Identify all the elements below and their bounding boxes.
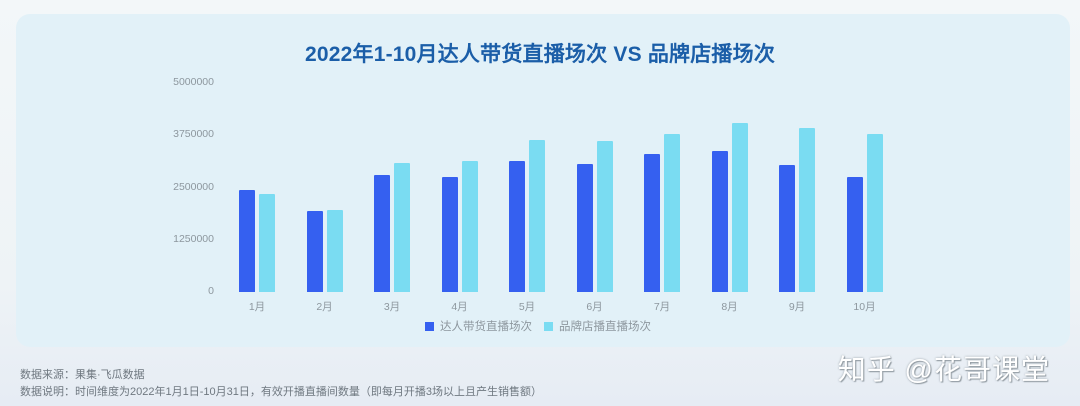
bar [799,128,815,292]
bar [866,134,883,292]
bar [664,134,680,292]
x-tick-label: 3月 [383,301,401,313]
x-tick-label: 8月 [721,301,738,313]
data-note: 数据说明：时间维度为2022年1月1日-10月31日，有效开播直播间数量（即每月… [20,386,542,398]
x-tick-label: 6月 [586,301,603,313]
x-tick-label: 9月 [788,301,806,313]
x-tick-label: 7月 [653,301,671,313]
bar [461,161,478,292]
y-tick-label: 5000000 [173,76,214,88]
legend-label-brand: 品牌店播直播场次 [559,321,651,333]
x-tick-label: 2月 [316,301,333,313]
bar [576,164,593,292]
bar [259,194,275,292]
watermark: 知乎 @花哥课堂 [837,354,1050,385]
bar [509,161,525,292]
bar-group [777,83,817,292]
y-tick-label: 2500000 [173,180,214,193]
bar [644,154,660,292]
bar-group [440,83,480,292]
plot-area [225,83,905,292]
bar-group [237,83,277,292]
bar [306,210,323,292]
chart-title: 2022年1-10月达人带货直播场次 VS 品牌店播场次 [304,43,776,66]
bar-group [507,83,547,292]
y-tick-label: 1250000 [173,232,214,245]
x-tick-label: 10月 [853,301,876,313]
bar-group [845,83,885,292]
x-tick-label: 5月 [518,301,536,313]
bar-group [710,83,750,292]
bar [374,174,390,292]
y-tick-label: 0 [208,285,214,297]
data-source: 数据来源：果集·飞瓜数据 [20,369,145,381]
bar [731,123,748,292]
legend-label-kol: 达人带货直播场次 [440,321,532,333]
bar-group [575,83,615,292]
bar [326,210,343,292]
bar-group [642,83,682,292]
legend-item-kol: 达人带货直播场次 [425,318,532,334]
bar-group [372,83,412,292]
y-tick-label: 3750000 [173,128,214,141]
x-tick-label: 4月 [451,301,468,313]
legend-item-brand: 品牌店播直播场次 [544,318,651,334]
legend-swatch-brand [544,321,553,331]
bar [846,177,863,292]
legend: 达人带货直播场次 品牌店播直播场次 [425,318,663,334]
bar [394,162,410,292]
bar [441,177,458,292]
bar [596,141,613,292]
bar [239,190,255,292]
bar [529,139,545,292]
bar [779,164,795,292]
x-tick-label: 1月 [248,301,266,313]
bar-group [305,83,345,292]
bar [711,151,728,292]
legend-swatch-kol [425,321,434,331]
